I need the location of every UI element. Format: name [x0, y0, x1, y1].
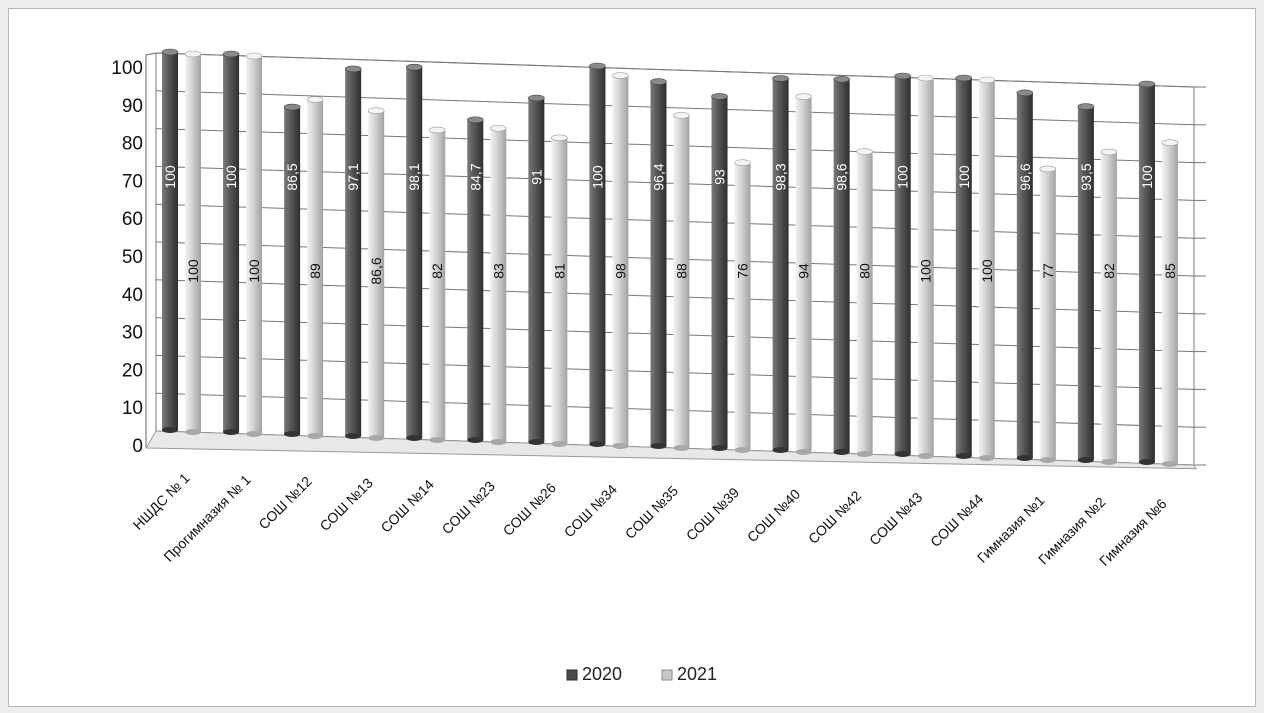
- bar-2020: [773, 75, 789, 453]
- data-label-2021: 81: [551, 263, 567, 279]
- y-tick-label: 10: [122, 398, 143, 419]
- bar-2020: [712, 93, 728, 451]
- bar-2021: [246, 53, 262, 437]
- data-label-2021: 82: [1101, 263, 1117, 279]
- data-label-2020: 96,4: [650, 163, 666, 190]
- x-tick-label: СОШ №42: [805, 487, 865, 547]
- bar-2020: [528, 95, 544, 445]
- data-label-2020: 84,7: [467, 163, 483, 190]
- bar-2020: [956, 75, 972, 459]
- chart-frame: 0 10 20 30 40 50 60 70 80 90 100 100 100 100 100 86,5 89…: [8, 8, 1256, 707]
- legend-label-2021: 2021: [677, 664, 717, 684]
- x-tick-label: СОШ №26: [500, 479, 560, 539]
- bar-2020: [284, 104, 300, 437]
- data-label-2020: 98,6: [834, 163, 850, 190]
- data-label-2020: 93: [712, 169, 728, 185]
- bar-2021: [490, 125, 506, 445]
- bar-2020: [1078, 104, 1094, 463]
- bar-2020: [650, 79, 666, 449]
- bar-2021: [673, 112, 689, 451]
- data-label-2020: 100: [1139, 165, 1155, 189]
- bar-2021: [429, 127, 445, 443]
- y-tick-label: 30: [122, 323, 143, 344]
- bar-2021: [551, 135, 567, 447]
- data-label-2021: 77: [1040, 263, 1056, 279]
- bar-2021: [185, 51, 201, 435]
- y-tick-label: 90: [122, 96, 143, 117]
- bar-2020: [895, 73, 911, 457]
- bar-2021: [1101, 149, 1117, 465]
- data-label-2021: 94: [796, 263, 812, 279]
- bar-2021: [735, 160, 751, 453]
- data-label-2021: 88: [673, 263, 689, 279]
- legend-label-2020: 2020: [582, 664, 622, 684]
- data-label-2021: 100: [918, 259, 934, 283]
- bar-2020: [1017, 90, 1033, 461]
- data-label-2021: 86,6: [368, 257, 384, 284]
- bar-2020: [162, 49, 178, 433]
- data-label-2020: 86,5: [284, 163, 300, 190]
- y-tick-label: 100: [111, 58, 143, 79]
- legend-swatch-2021: [662, 670, 672, 680]
- y-tick-label: 60: [122, 209, 143, 230]
- bar-2020: [406, 64, 422, 441]
- bar-2021: [1040, 166, 1056, 463]
- data-label-2021: 76: [735, 263, 751, 279]
- data-label-2020: 100: [162, 165, 178, 189]
- bar-2020: [223, 51, 239, 435]
- data-label-2021: 80: [857, 263, 873, 279]
- data-label-2021: 83: [490, 263, 506, 279]
- data-label-2021: 100: [246, 259, 262, 283]
- data-label-2020: 98,3: [773, 163, 789, 190]
- x-tick-label: СОШ №14: [377, 476, 437, 536]
- x-tick-label: НШДС № 1: [130, 470, 193, 533]
- data-label-2021: 100: [979, 259, 995, 283]
- bar-2021: [1162, 140, 1178, 467]
- x-tick-label: СОШ №13: [316, 474, 376, 534]
- y-tick-label: 0: [132, 436, 143, 457]
- data-label-2020: 97,1: [345, 163, 361, 190]
- data-label-2020: 100: [956, 165, 972, 189]
- data-label-2020: 93,5: [1078, 163, 1094, 190]
- legend: 2020 2021: [567, 664, 717, 684]
- data-label-2020: 96,6: [1017, 163, 1033, 190]
- x-tick-label: СОШ №43: [866, 489, 926, 549]
- x-tick-label: СОШ №12: [255, 473, 315, 533]
- x-tick-label: СОШ №34: [561, 481, 621, 541]
- y-tick-label: 20: [122, 360, 143, 381]
- data-label-2020: 91: [528, 169, 544, 185]
- data-label-2021: 100: [185, 259, 201, 283]
- y-tick-label: 80: [122, 134, 143, 155]
- data-label-2020: 100: [223, 165, 239, 189]
- data-label-2021: 85: [1162, 263, 1178, 279]
- x-tick-label: СОШ №39: [683, 484, 743, 544]
- data-label-2020: 98,1: [406, 163, 422, 190]
- y-tick-label: 40: [122, 285, 143, 306]
- data-label-2020: 100: [895, 165, 911, 189]
- bar-2020: [589, 63, 605, 447]
- legend-swatch-2020: [567, 670, 577, 680]
- x-tick-label: СОШ №23: [439, 478, 499, 538]
- data-label-2020: 100: [589, 165, 605, 189]
- bar-chart: 0 10 20 30 40 50 60 70 80 90 100 100 100 100 100 86,5 89…: [9, 9, 1255, 706]
- bar-2021: [857, 149, 873, 457]
- y-axis: 0 10 20 30 40 50 60 70 80 90 100: [111, 58, 143, 457]
- bar-2020: [1139, 81, 1155, 465]
- bar-2020: [834, 76, 850, 455]
- x-tick-label: СОШ №40: [744, 486, 804, 546]
- data-label-2021: 89: [307, 263, 323, 279]
- y-tick-label: 50: [122, 247, 143, 268]
- bar-2021: [612, 73, 628, 449]
- y-tick-label: 70: [122, 171, 143, 192]
- x-tick-label: СОШ №35: [622, 482, 682, 542]
- data-label-2021: 98: [612, 263, 628, 279]
- x-tick-label: СОШ №44: [927, 490, 987, 550]
- bar-2020: [345, 66, 361, 439]
- data-label-2021: 82: [429, 263, 445, 279]
